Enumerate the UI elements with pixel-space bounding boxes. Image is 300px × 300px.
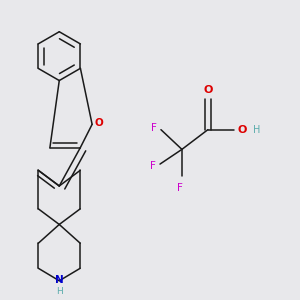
Text: H: H xyxy=(253,125,261,135)
Text: F: F xyxy=(150,160,156,171)
Text: F: F xyxy=(151,123,157,133)
Text: O: O xyxy=(203,85,213,95)
Text: O: O xyxy=(238,125,247,135)
Text: F: F xyxy=(177,184,183,194)
Text: N: N xyxy=(55,275,64,285)
Text: H: H xyxy=(56,287,63,296)
Text: O: O xyxy=(94,118,103,128)
